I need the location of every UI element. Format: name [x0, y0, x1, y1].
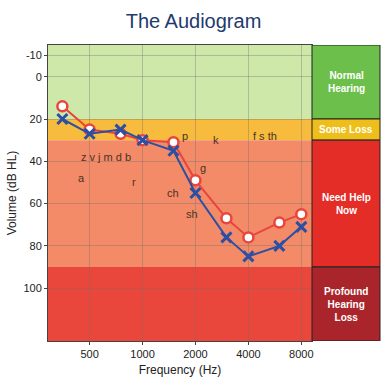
- svg-text:g: g: [200, 162, 206, 174]
- svg-text:8000: 8000: [289, 348, 313, 360]
- svg-text:sh: sh: [186, 208, 198, 220]
- svg-text:NormalHearing: NormalHearing: [328, 70, 365, 94]
- svg-text:r: r: [132, 176, 136, 188]
- svg-text:40: 40: [30, 155, 42, 167]
- svg-text:500: 500: [80, 348, 98, 360]
- svg-text:Frequency (Hz): Frequency (Hz): [139, 363, 222, 377]
- svg-text:k: k: [213, 134, 219, 146]
- svg-text:f s th: f s th: [253, 130, 277, 142]
- svg-text:ch: ch: [167, 187, 179, 199]
- svg-text:-10: -10: [26, 49, 42, 61]
- svg-text:20: 20: [30, 113, 42, 125]
- svg-text:80: 80: [30, 240, 42, 252]
- svg-text:ProfoundHearingLoss: ProfoundHearingLoss: [324, 286, 368, 323]
- svg-text:a: a: [78, 172, 85, 184]
- svg-text:The Audiogram: The Audiogram: [126, 10, 262, 32]
- svg-text:60: 60: [30, 197, 42, 209]
- svg-text:2000: 2000: [183, 348, 207, 360]
- svg-text:Need HelpNow: Need HelpNow: [322, 192, 371, 216]
- svg-text:Some Loss: Some Loss: [319, 124, 373, 135]
- svg-text:1000: 1000: [130, 348, 154, 360]
- svg-text:p: p: [182, 130, 188, 142]
- svg-text:0: 0: [36, 71, 42, 83]
- svg-text:100: 100: [23, 282, 41, 294]
- svg-text:Volume (dB HL): Volume (dB HL): [5, 151, 19, 236]
- svg-text:z v j m d b: z v j m d b: [81, 151, 131, 163]
- svg-text:4000: 4000: [236, 348, 260, 360]
